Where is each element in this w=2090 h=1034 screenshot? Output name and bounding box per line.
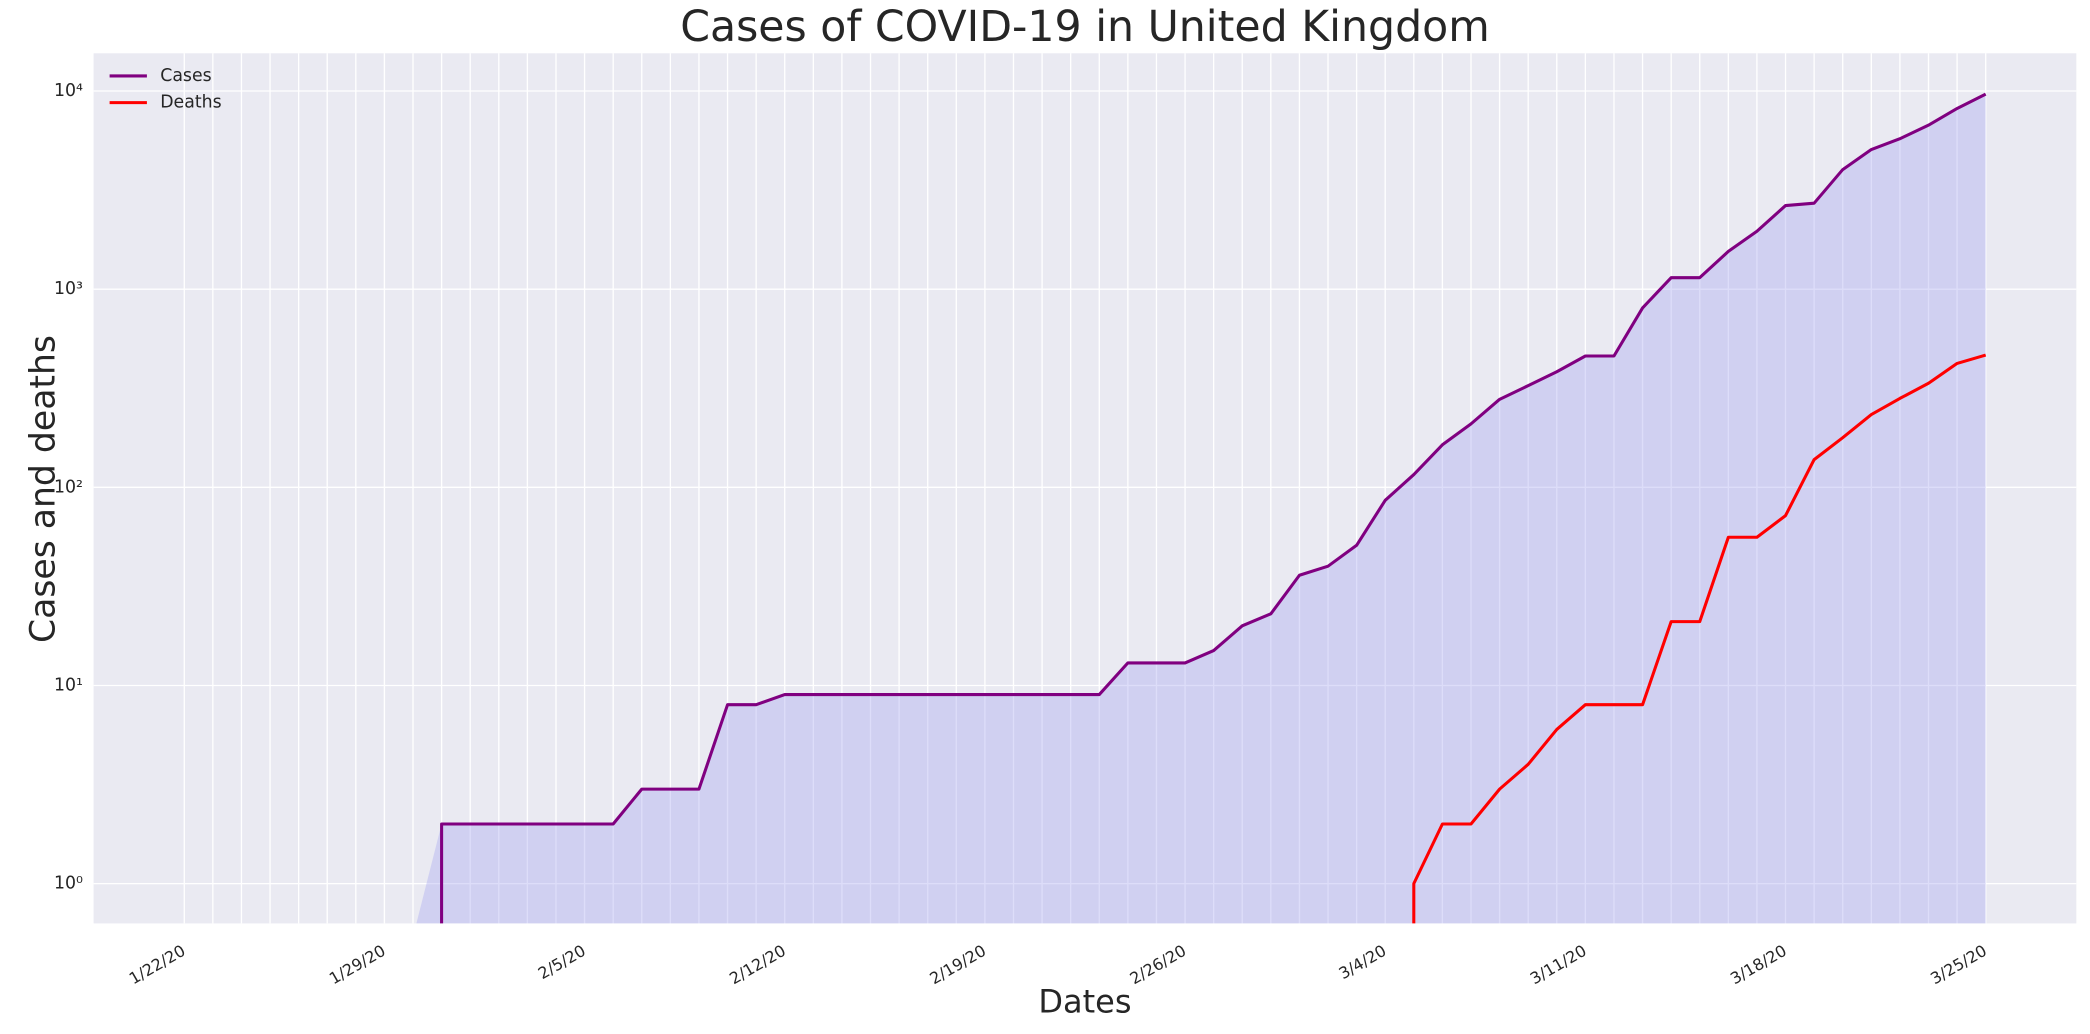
x-tick-label: 3/4/20 <box>1335 941 1389 983</box>
x-tick-label: 2/26/20 <box>1126 941 1189 988</box>
y-tick-label: 10³ <box>54 279 83 299</box>
x-tick-label: 2/19/20 <box>926 941 989 988</box>
y-tick-label: 10¹ <box>54 675 83 695</box>
x-tick-label: 3/18/20 <box>1727 941 1790 988</box>
y-axis-label: Cases and deaths <box>23 335 63 643</box>
y-tick-label: 10⁴ <box>54 81 83 101</box>
legend-label: Cases <box>160 66 211 86</box>
x-tick-label: 1/29/20 <box>326 941 389 988</box>
x-tick-label: 3/11/20 <box>1527 941 1590 988</box>
legend-label: Deaths <box>160 93 221 113</box>
area-fill <box>416 94 1986 924</box>
x-tick-label: 2/12/20 <box>726 941 789 988</box>
x-tick-label: 1/22/20 <box>126 941 189 988</box>
x-tick-label: 3/25/20 <box>1927 941 1990 988</box>
plot-area <box>93 53 2077 924</box>
x-tick-label: 2/5/20 <box>535 941 589 983</box>
chart-title: Cases of COVID-19 in United Kingdom <box>680 2 1490 52</box>
x-axis-label: Dates <box>1038 982 1131 1020</box>
series-line <box>1412 353 1987 924</box>
y-tick-label: 10² <box>54 477 83 497</box>
series-line <box>440 92 1987 924</box>
y-tick-label: 10⁰ <box>54 874 83 894</box>
